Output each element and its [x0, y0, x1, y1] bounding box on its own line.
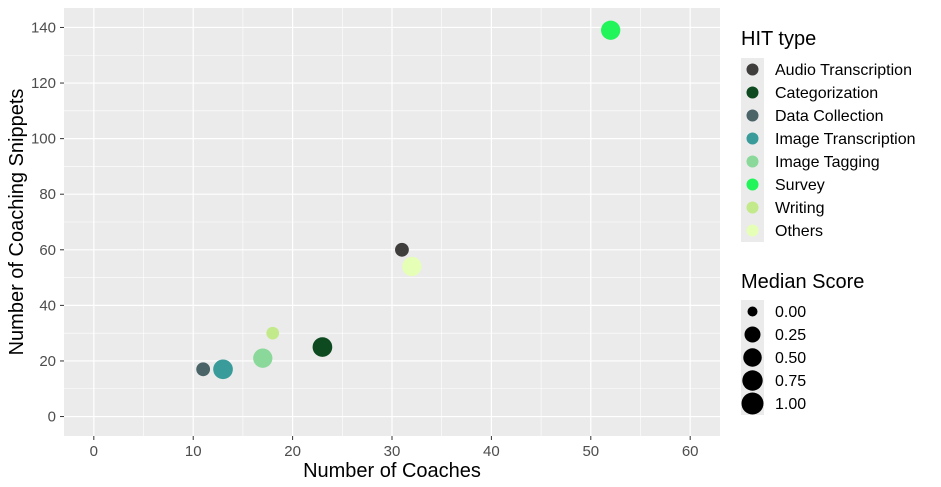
hit-type-legend: HIT type Audio Transcription Categorizati… — [741, 28, 916, 242]
x-tick-label: 40 — [483, 443, 500, 460]
legend-swatch-writing — [746, 201, 759, 214]
x-tick-label: 20 — [284, 443, 301, 460]
size-legend-label: 0.75 — [775, 373, 806, 390]
x-axis-ticks: 0 10 20 30 40 50 60 — [90, 436, 699, 460]
legend-label-image-tagging: Image Tagging — [775, 154, 880, 171]
y-tick-label: 80 — [39, 186, 56, 203]
legend-label-survey: Survey — [775, 177, 825, 194]
y-tick-label: 140 — [31, 19, 56, 36]
legend-label-image-transcription: Image Transcription — [775, 131, 916, 148]
legend-label-audio-transcription: Audio Transcription — [775, 62, 912, 79]
size-legend-swatch — [742, 370, 763, 391]
median-score-legend-title: Median Score — [741, 271, 864, 293]
size-legend-swatch — [747, 306, 758, 317]
point-categorization — [312, 337, 333, 357]
point-data-collection — [196, 362, 211, 377]
legend-swatch-data-collection — [746, 109, 759, 122]
point-audio-transcription — [395, 242, 409, 257]
legend-swatch-image-tagging — [746, 155, 759, 168]
legend-swatch-others — [746, 224, 759, 237]
y-tick-label: 120 — [31, 75, 56, 92]
point-writing — [266, 326, 280, 340]
size-legend-label: 0.25 — [775, 327, 806, 344]
size-legend-label: 0.00 — [775, 304, 806, 321]
legend-swatch-categorization — [746, 86, 759, 99]
x-tick-label: 60 — [682, 443, 699, 460]
size-legend-swatch — [743, 348, 762, 367]
x-tick-label: 10 — [185, 443, 202, 460]
size-legend-label: 0.50 — [775, 350, 806, 367]
y-tick-label: 100 — [31, 131, 56, 148]
major-grid — [64, 8, 720, 436]
legend-label-others: Others — [775, 223, 823, 240]
y-axis-ticks: 0 20 40 60 80 100 120 140 — [31, 19, 64, 426]
legend-label-writing: Writing — [775, 200, 825, 217]
x-tick-label: 30 — [384, 443, 401, 460]
y-axis-title: Number of Coaching Snippets — [6, 89, 28, 356]
y-tick-label: 20 — [39, 353, 56, 370]
x-tick-label: 0 — [90, 443, 98, 460]
size-legend-swatch — [744, 326, 761, 343]
y-tick-label: 40 — [39, 297, 56, 314]
point-image-transcription — [213, 359, 233, 380]
size-legend-label: 1.00 — [775, 396, 806, 413]
legend-swatch-survey — [746, 178, 759, 191]
hit-type-legend-title: HIT type — [741, 28, 816, 50]
legend-swatch-audio-transcription — [746, 63, 759, 76]
point-survey — [601, 20, 621, 40]
legend-label-data-collection: Data Collection — [775, 108, 884, 125]
median-score-legend: Median Score 0.00 0.25 0.50 0.75 1.00 — [741, 271, 864, 415]
y-tick-label: 0 — [48, 409, 56, 426]
point-others — [402, 256, 422, 277]
y-tick-label: 60 — [39, 242, 56, 259]
size-legend-swatch — [741, 392, 764, 415]
x-tick-label: 50 — [582, 443, 599, 460]
legend-label-categorization: Categorization — [775, 85, 878, 102]
legend-swatch-image-transcription — [746, 132, 759, 145]
x-axis-title: Number of Coaches — [303, 460, 481, 482]
data-points — [196, 20, 621, 380]
point-image-tagging — [253, 348, 273, 368]
